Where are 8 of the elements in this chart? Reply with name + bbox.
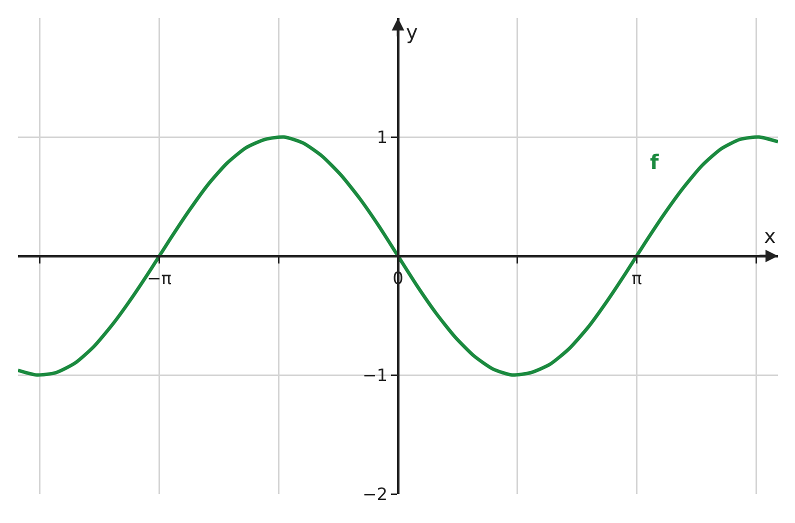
y-axis-title: y (406, 20, 418, 44)
y-tick-label: 1 (376, 128, 388, 148)
y-tick-label: −1 (362, 366, 388, 386)
x-tick-label: −π (147, 268, 172, 289)
x-tick-label: π (632, 268, 642, 289)
series-label: f (650, 150, 659, 174)
x-axis-title: x (764, 224, 776, 248)
y-tick-label: −2 (362, 484, 388, 505)
